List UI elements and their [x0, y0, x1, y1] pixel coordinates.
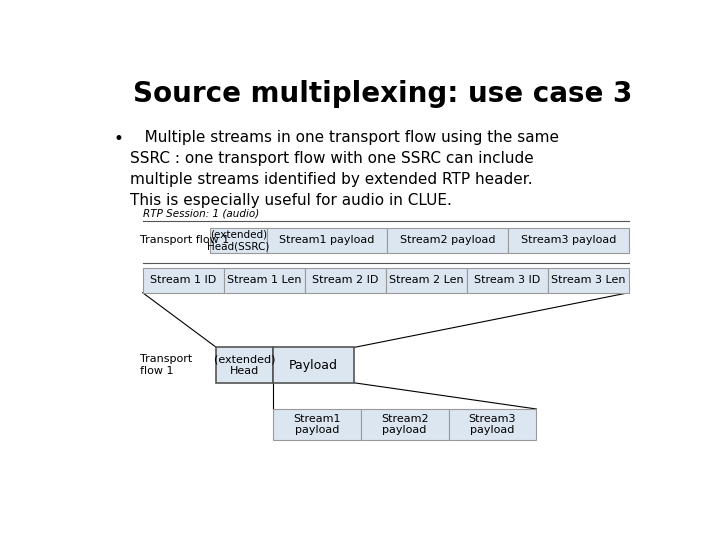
Text: Stream3
payload: Stream3 payload	[469, 414, 516, 435]
Bar	[224, 268, 305, 293]
Text: Stream1 payload: Stream1 payload	[279, 235, 374, 245]
Text: Payload: Payload	[289, 359, 338, 372]
Text: Transport flow 1: Transport flow 1	[140, 235, 230, 245]
Text: (extended)
Head: (extended) Head	[214, 354, 275, 376]
Bar	[305, 268, 386, 293]
Text: (extended)
Head(SSRC): (extended) Head(SSRC)	[207, 230, 269, 251]
Bar	[449, 409, 536, 440]
Bar	[143, 268, 224, 293]
Bar	[216, 347, 273, 383]
Bar	[386, 268, 467, 293]
Text: Stream 3 ID: Stream 3 ID	[474, 275, 540, 286]
Text: Stream 2 ID: Stream 2 ID	[312, 275, 378, 286]
Text: Source multiplexing: use case 3: Source multiplexing: use case 3	[132, 80, 632, 108]
Text: Multiple streams in one transport flow using the same
SSRC : one transport flow : Multiple streams in one transport flow u…	[130, 130, 559, 208]
Text: Stream 1 Len: Stream 1 Len	[227, 275, 302, 286]
Text: Stream 3 Len: Stream 3 Len	[551, 275, 626, 286]
Text: Stream3 payload: Stream3 payload	[521, 235, 616, 245]
Text: Transport
flow 1: Transport flow 1	[140, 354, 193, 376]
Bar	[361, 409, 449, 440]
Text: Stream2 payload: Stream2 payload	[400, 235, 495, 245]
Text: Stream1
payload: Stream1 payload	[293, 414, 341, 435]
Bar	[387, 228, 508, 253]
Bar	[210, 228, 266, 253]
Text: •: •	[113, 130, 123, 148]
Text: RTP Session: 1 (audio): RTP Session: 1 (audio)	[143, 209, 259, 219]
Text: Stream 1 ID: Stream 1 ID	[150, 275, 216, 286]
Bar	[273, 347, 354, 383]
Bar	[548, 268, 629, 293]
Text: Stream 2 Len: Stream 2 Len	[389, 275, 464, 286]
Bar	[467, 268, 548, 293]
Bar	[508, 228, 629, 253]
Bar	[273, 409, 361, 440]
Bar	[266, 228, 387, 253]
Text: Stream2
payload: Stream2 payload	[381, 414, 428, 435]
